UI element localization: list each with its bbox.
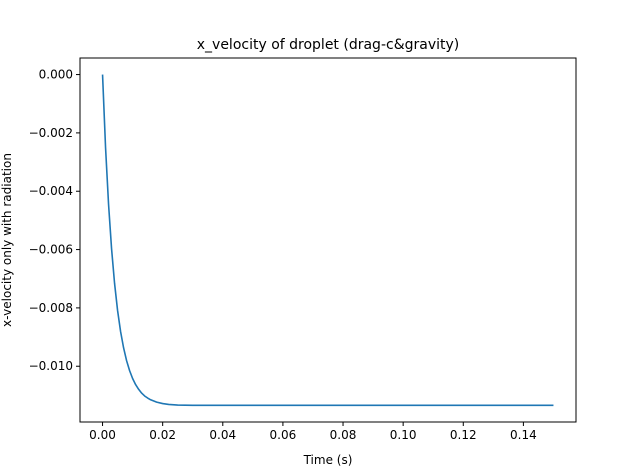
chart-title: x_velocity of droplet (drag-c&gravity): [197, 37, 460, 53]
x-tick-label: 0.12: [450, 428, 477, 442]
series-line-0: [101, 74, 554, 407]
x-tick-label: 0.04: [209, 428, 236, 442]
axes-frame: [79, 57, 577, 423]
y-tick-label: −0.004: [29, 184, 73, 198]
y-tick-label: −0.010: [29, 359, 73, 373]
plot-area: 0.00 0.02 0.04 0.06 0.08 0.10 0.12 0.14 0.000 −0.…: [29, 57, 577, 442]
y-tick-label: −0.006: [29, 243, 73, 257]
x-tick-label: 0.10: [390, 428, 417, 442]
x-tick-label: 0.08: [330, 428, 357, 442]
x-axis-label: Time (s): [303, 453, 353, 467]
x-tick-label: 0.02: [149, 428, 176, 442]
y-tick-label: −0.008: [29, 301, 73, 315]
x-tick-label: 0.00: [89, 428, 116, 442]
y-tick-label: 0.000: [39, 68, 73, 82]
y-tick-label: −0.002: [29, 126, 73, 140]
x-tick-label: 0.06: [270, 428, 297, 442]
x-tick-label: 0.14: [510, 428, 537, 442]
y-axis-label: x-velocity only with radiation: [0, 153, 14, 327]
